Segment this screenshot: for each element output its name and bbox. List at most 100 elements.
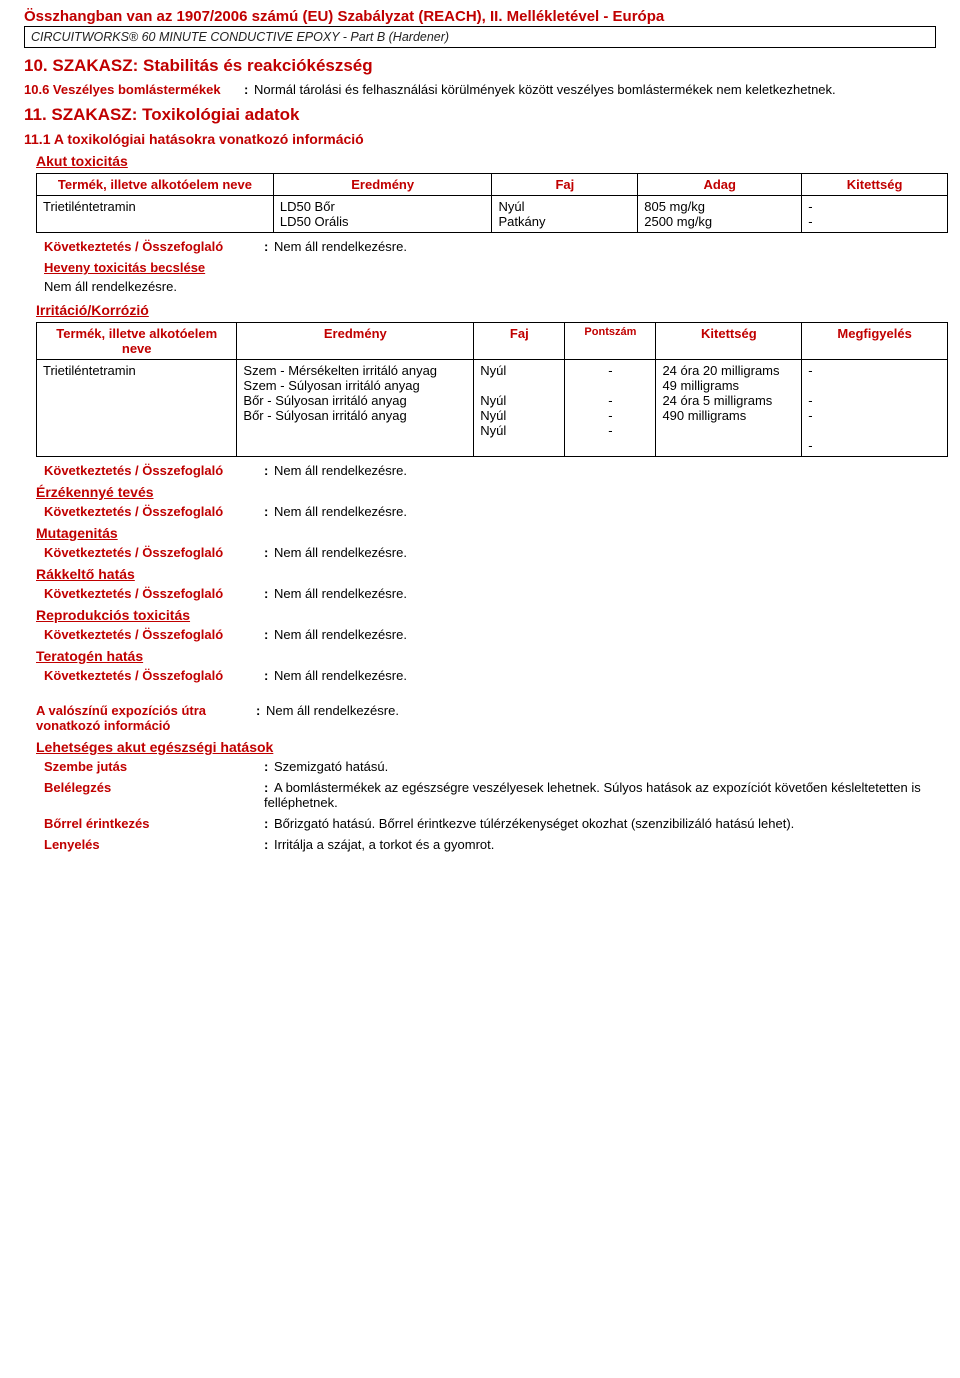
th-result: Eredmény	[273, 174, 492, 196]
th-species: Faj	[492, 174, 638, 196]
text-lenyeles: Irritálja a szájat, a torkot és a gyomro…	[274, 837, 494, 852]
label-kovetkeztetes: Következtetés / Összefoglaló	[44, 545, 264, 560]
cell-name: Trietiléntetramin	[37, 360, 237, 457]
cell-text: -	[808, 199, 812, 214]
reach-header: Összhangban van az 1907/2006 számú (EU) …	[24, 8, 936, 25]
label-lenyeles: Lenyelés	[44, 837, 264, 852]
th-score: Pontszám	[565, 323, 656, 360]
cell-text: -	[608, 393, 612, 408]
text-nem-all: Nem áll rendelkezésre.	[266, 703, 399, 718]
table-header-row: Termék, illetve alkotóelem neve Eredmény…	[37, 174, 948, 196]
label-kovetkeztetes: Következtetés / Összefoglaló	[44, 239, 264, 254]
th-dose: Adag	[638, 174, 802, 196]
row-kovetkeztetes-5: Következtetés / Összefoglaló :Nem áll re…	[44, 586, 936, 601]
label-borrel: Bőrrel érintkezés	[44, 816, 264, 831]
cell-text: Bőr - Súlyosan irritáló anyag	[243, 408, 406, 423]
cell-species: Nyúl Nyúl Nyúl Nyúl	[474, 360, 565, 457]
cell-text: -	[808, 438, 812, 453]
cell-text: Nyúl	[480, 423, 506, 438]
cell-text: -	[808, 408, 812, 423]
cell-text: -	[608, 363, 612, 378]
mutagen-label: Mutagenitás	[36, 525, 936, 541]
value-lenyeles: :Irritálja a szájat, a torkot és a gyomr…	[264, 837, 936, 852]
value-borrel: :Bőrizgató hatású. Bőrrel érintkezve túl…	[264, 816, 936, 831]
value-10-6: :Normál tárolási és felhasználási körülm…	[244, 82, 936, 97]
th-exposure: Kitettség	[656, 323, 802, 360]
teratogen-label: Teratogén hatás	[36, 648, 936, 664]
text-nem-all: Nem áll rendelkezésre.	[274, 463, 407, 478]
cell-text: -	[608, 423, 612, 438]
cell-text: Patkány	[498, 214, 545, 229]
cell-text: Trietiléntetramin	[43, 199, 136, 214]
cell-text: -	[808, 363, 812, 378]
cell-name: Trietiléntetramin	[37, 196, 274, 233]
value-kovetkeztetes: :Nem áll rendelkezésre.	[264, 504, 936, 519]
erzekenny-label: Érzékennyé tevés	[36, 484, 936, 500]
text-10-6: Normál tárolási és felhasználási körülmé…	[254, 82, 836, 97]
table-row: Trietiléntetramin LD50 Bőr LD50 Orális N…	[37, 196, 948, 233]
cell-text: Nyúl	[480, 393, 506, 408]
cell-result: LD50 Bőr LD50 Orális	[273, 196, 492, 233]
cell-text: -	[608, 408, 612, 423]
rakkelto-label: Rákkeltő hatás	[36, 566, 936, 582]
value-belelegzes: :A bomlástermékek az egészségre veszélye…	[264, 780, 936, 810]
label-10-6: 10.6 Veszélyes bomlástermékek	[24, 82, 244, 97]
cell-text: 49 milligrams	[662, 378, 739, 393]
akut-toxicitas: Akut toxicitás	[36, 153, 936, 169]
heveny-label: Heveny toxicitás becslése	[44, 260, 936, 275]
toxicity-table-2: Termék, illetve alkotóelem neve Eredmény…	[36, 322, 948, 457]
cell-text: 490 milligrams	[662, 408, 746, 423]
label-belelegzes: Belélegzés	[44, 780, 264, 810]
lehetseges-label: Lehetséges akut egészségi hatások	[36, 739, 936, 755]
heveny-value: Nem áll rendelkezésre.	[44, 279, 936, 294]
label-valoszinu: A valószínű expozíciós útra vonatkozó in…	[36, 703, 256, 733]
text-belelegzes: A bomlástermékek az egészségre veszélyes…	[264, 780, 921, 810]
label-kovetkeztetes: Következtetés / Összefoglaló	[44, 627, 264, 642]
label-kovetkeztetes: Következtetés / Összefoglaló	[44, 504, 264, 519]
label-kovetkeztetes: Következtetés / Összefoglaló	[44, 586, 264, 601]
value-kovetkeztetes: :Nem áll rendelkezésre.	[264, 668, 936, 683]
row-10-6: 10.6 Veszélyes bomlástermékek :Normál tá…	[24, 82, 936, 97]
cell-text: -	[808, 393, 812, 408]
th-exposure: Kitettség	[802, 174, 948, 196]
th-name: Termék, illetve alkotóelem neve	[37, 174, 274, 196]
text-szembe: Szemizgató hatású.	[274, 759, 388, 774]
value-szembe: :Szemizgató hatású.	[264, 759, 936, 774]
label-szembe: Szembe jutás	[44, 759, 264, 774]
cell-text: Nyúl	[498, 199, 524, 214]
value-kovetkeztetes: :Nem áll rendelkezésre.	[264, 545, 936, 560]
text-nem-all: Nem áll rendelkezésre.	[274, 545, 407, 560]
th-species: Faj	[474, 323, 565, 360]
cell-text: 24 óra 20 milligrams	[662, 363, 779, 378]
row-borrel: Bőrrel érintkezés :Bőrizgató hatású. Bőr…	[44, 816, 936, 831]
text-nem-all: Nem áll rendelkezésre.	[274, 239, 407, 254]
row-kovetkeztetes-6: Következtetés / Összefoglaló :Nem áll re…	[44, 627, 936, 642]
cell-text: 805 mg/kg	[644, 199, 705, 214]
table-row: Trietiléntetramin Szem - Mérsékelten irr…	[37, 360, 948, 457]
th-obs: Megfigyelés	[802, 323, 948, 360]
cell-score: - - - -	[565, 360, 656, 457]
label-kovetkeztetes: Következtetés / Összefoglaló	[44, 668, 264, 683]
text-nem-all: Nem áll rendelkezésre.	[274, 504, 407, 519]
row-valoszinu: A valószínű expozíciós útra vonatkozó in…	[36, 703, 936, 733]
cell-species: Nyúl Patkány	[492, 196, 638, 233]
value-kovetkeztetes: :Nem áll rendelkezésre.	[264, 239, 936, 254]
row-belelegzes: Belélegzés :A bomlástermékek az egészség…	[44, 780, 936, 810]
th-name: Termék, illetve alkotóelem neve	[37, 323, 237, 360]
cell-text: Nyúl	[480, 408, 506, 423]
row-kovetkeztetes-4: Következtetés / Összefoglaló :Nem áll re…	[44, 545, 936, 560]
cell-text: -	[808, 214, 812, 229]
cell-text: LD50 Bőr	[280, 199, 335, 214]
product-name-box: CIRCUITWORKS® 60 MINUTE CONDUCTIVE EPOXY…	[24, 26, 936, 48]
row-kovetkeztetes-1: Következtetés / Összefoglaló :Nem áll re…	[44, 239, 936, 254]
cell-text: Szem - Súlyosan irritáló anyag	[243, 378, 419, 393]
cell-text: Nyúl	[480, 363, 506, 378]
text-nem-all: Nem áll rendelkezésre.	[274, 627, 407, 642]
row-szembe: Szembe jutás :Szemizgató hatású.	[44, 759, 936, 774]
cell-obs: - - - -	[802, 360, 948, 457]
th-result: Eredmény	[237, 323, 474, 360]
section-11-1: 11.1 A toxikológiai hatásokra vonatkozó …	[24, 131, 936, 147]
section-11-title: 11. SZAKASZ: Toxikológiai adatok	[24, 105, 936, 125]
cell-dose: 805 mg/kg 2500 mg/kg	[638, 196, 802, 233]
section-10-title: 10. SZAKASZ: Stabilitás és reakciókészsé…	[24, 56, 936, 76]
